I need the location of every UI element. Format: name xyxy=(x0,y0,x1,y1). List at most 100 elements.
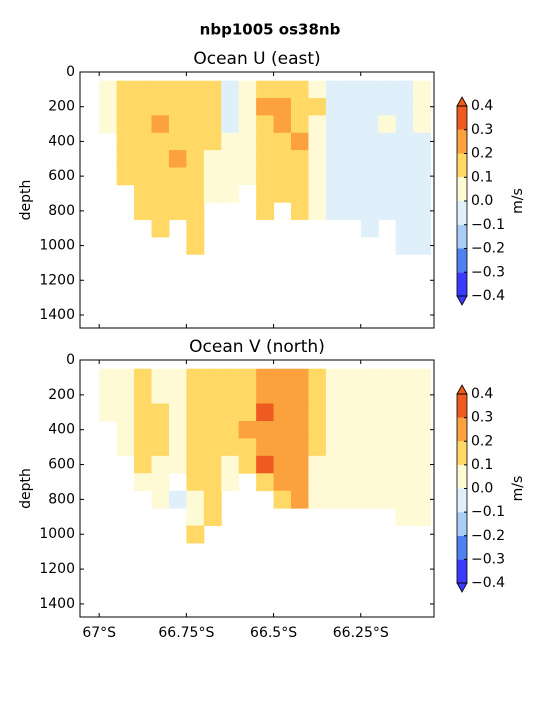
field-cell xyxy=(273,98,292,116)
figure-title: nbp1005 os38nb xyxy=(200,21,341,39)
colorbar-segment xyxy=(457,535,467,560)
field-cell xyxy=(360,202,379,221)
colorbar-segment xyxy=(457,441,467,465)
field-cell xyxy=(168,202,187,221)
field-cell xyxy=(273,420,292,439)
field-cell xyxy=(273,150,292,168)
field-cell xyxy=(273,455,292,474)
field-cell xyxy=(343,490,362,509)
field-cell xyxy=(221,115,240,134)
field-cell xyxy=(186,132,205,151)
colorbar-tick-label: −0.3 xyxy=(471,264,505,280)
field-cell xyxy=(343,184,362,203)
colorbar-label: m/s xyxy=(510,476,526,502)
field-cell xyxy=(168,115,187,134)
field-cell xyxy=(238,368,257,387)
field-cell xyxy=(325,167,344,186)
field-cell xyxy=(134,386,152,405)
field-cell xyxy=(238,438,257,457)
field-cell xyxy=(291,202,309,221)
field-cell xyxy=(343,115,362,134)
field-cell xyxy=(151,420,170,439)
field-cell xyxy=(168,150,187,168)
field-cell xyxy=(134,167,152,186)
field-cell xyxy=(256,202,275,221)
field-cell xyxy=(325,184,344,203)
field-cell xyxy=(203,403,222,422)
field-cell xyxy=(99,98,118,116)
y-tick-label: 1400 xyxy=(39,307,75,323)
field-cell xyxy=(168,490,187,509)
x-tick-label: 67°S xyxy=(82,625,116,641)
field-cell xyxy=(378,80,397,99)
field-cell xyxy=(291,167,309,186)
field-cell xyxy=(134,80,152,99)
y-tick-label: 1400 xyxy=(39,596,75,612)
field-cell xyxy=(343,202,362,221)
field-cell xyxy=(238,455,257,474)
field-cell xyxy=(116,167,135,186)
colorbar-tick-label: 0.3 xyxy=(471,410,493,426)
field-cell xyxy=(360,455,379,474)
field-cell xyxy=(325,386,344,405)
field-cell xyxy=(168,368,187,387)
field-cell xyxy=(308,80,327,99)
field-cell xyxy=(273,473,292,492)
field-cell xyxy=(413,236,432,255)
field-cell xyxy=(221,438,240,457)
field-cell xyxy=(413,386,432,405)
field-cell xyxy=(395,438,414,457)
field-cell xyxy=(308,184,327,203)
field-cell xyxy=(395,403,414,422)
field-cell xyxy=(168,438,187,457)
field-cell xyxy=(291,403,309,422)
field-cell xyxy=(325,403,344,422)
field-cell xyxy=(291,490,309,509)
field-cell xyxy=(395,420,414,439)
field-cell xyxy=(238,132,257,151)
field-cell xyxy=(221,80,240,99)
colorbar-tick-label: 0.4 xyxy=(471,98,493,114)
field-cell xyxy=(203,98,222,116)
field-cell xyxy=(395,219,414,238)
field-cell xyxy=(203,150,222,168)
field-cell xyxy=(343,473,362,492)
field-cell xyxy=(395,490,414,509)
field-cell xyxy=(395,236,414,255)
field-cell xyxy=(168,386,187,405)
field-cell xyxy=(186,525,205,544)
field-cell xyxy=(291,98,309,116)
field-cell xyxy=(221,403,240,422)
field-cell xyxy=(343,150,362,168)
field-cell xyxy=(378,438,397,457)
field-cell xyxy=(168,403,187,422)
y-axis-label: depth xyxy=(18,180,34,221)
field-cell xyxy=(308,98,327,116)
colorbar-segment xyxy=(457,559,467,583)
field-cell xyxy=(151,167,170,186)
field-cell xyxy=(186,473,205,492)
field-cell xyxy=(343,386,362,405)
field-cell xyxy=(308,420,327,439)
field-cell xyxy=(360,150,379,168)
field-cell xyxy=(221,473,240,492)
field-cell xyxy=(186,508,205,527)
y-tick-label: 400 xyxy=(48,133,75,149)
field-cell xyxy=(134,473,152,492)
field-cell xyxy=(413,167,432,186)
y-tick-label: 0 xyxy=(66,64,75,80)
y-tick-label: 600 xyxy=(48,457,75,473)
field-cell xyxy=(413,98,432,116)
field-cell xyxy=(343,80,362,99)
field-cell xyxy=(378,115,397,134)
field-cell xyxy=(151,473,170,492)
field-cell xyxy=(413,420,432,439)
field-cell xyxy=(256,115,275,134)
field-cell xyxy=(151,438,170,457)
field-cell xyxy=(186,490,205,509)
field-cell xyxy=(325,455,344,474)
field-cell xyxy=(186,98,205,116)
field-cell xyxy=(99,368,118,387)
colorbar-tick-label: 0.1 xyxy=(471,169,493,185)
field-cell xyxy=(116,368,135,387)
